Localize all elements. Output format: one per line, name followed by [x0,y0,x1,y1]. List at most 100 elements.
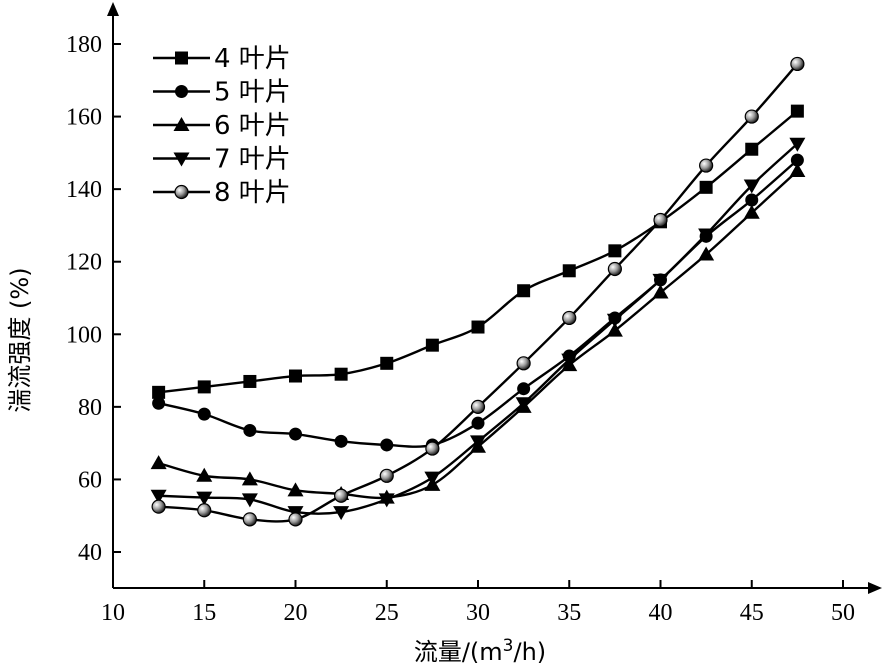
data-point [242,512,257,527]
series-5 [151,56,805,527]
legend-item: 6 叶片 [153,111,291,141]
legend-item: 7 叶片 [153,145,291,175]
x-tick-label: 25 [375,600,399,626]
data-point [196,467,213,482]
data-point [789,163,806,177]
data-point [333,506,350,521]
data-point [379,468,394,483]
y-tick-label: 160 [66,105,102,131]
data-point [653,212,668,228]
data-point [425,338,439,352]
data-point [151,499,166,514]
data-point [424,471,441,486]
legend-marker-icon [175,51,188,65]
data-point [380,356,394,370]
data-point [743,179,760,194]
legend-label: 6 叶片 [214,111,291,141]
x-ticks: 10 15 20 25 30 35 40 45 50 [101,580,855,626]
legend-item: 4 叶片 [153,44,291,74]
data-point [152,396,166,410]
y-tick-label: 40 [78,540,102,566]
data-point [515,397,532,412]
data-point [745,142,759,156]
y-tick-label: 60 [78,467,102,493]
data-point [471,320,485,334]
data-point [698,228,715,243]
data-point [243,423,257,437]
legend-label: 7 叶片 [214,145,291,175]
data-point [289,369,302,383]
y-tick-label: 100 [66,322,102,348]
x-tick-label: 15 [192,600,216,626]
y-tick-label: 80 [78,395,102,421]
data-point [287,482,304,497]
data-point [790,104,804,118]
data-point [562,264,576,278]
data-point [196,491,213,506]
data-point [425,441,440,456]
legend-marker-icon [175,85,188,98]
data-point [607,261,622,277]
series-4 [150,137,806,521]
x-tick-label: 20 [284,600,308,626]
data-point [652,284,669,299]
x-tick-label: 45 [740,600,764,626]
data-point [606,322,623,337]
legend-marker-icon [173,152,190,167]
x-tick-label: 50 [831,600,855,626]
data-point [743,204,760,219]
data-point [243,374,257,388]
legend-label: 8 叶片 [214,178,291,208]
data-point [517,382,531,396]
y-tick-label: 120 [66,250,102,276]
legend-marker-icon [173,117,190,131]
y-tick-label: 140 [66,177,102,203]
data-point [698,246,715,261]
data-point [470,435,486,450]
data-point [289,427,302,441]
series-1 [152,104,804,399]
data-point [699,158,714,173]
x-tick-label: 40 [649,600,673,626]
data-point [606,313,623,328]
legend-item: 8 叶片 [153,178,291,208]
x-tick-label: 10 [101,600,125,626]
legend: 4 叶片 5 叶片6 叶片 7 叶片8 叶片 [153,44,291,208]
data-point [790,153,804,167]
series-line [158,63,799,523]
data-point [378,493,395,508]
data-point [744,109,759,124]
y-ticks: 40 60 80 100 120 140 160 180 [66,32,121,566]
data-point [470,399,486,414]
data-point [197,407,211,421]
data-point [288,512,303,527]
legend-marker-icon [174,184,189,200]
data-point [608,244,622,258]
data-point [334,367,348,381]
data-point [152,385,166,399]
data-point [197,380,211,394]
data-point [790,56,805,72]
legend-item: 5 叶片 [153,78,291,108]
data-point [699,180,713,194]
y-tick-label: 180 [66,32,102,58]
data-point [471,416,485,430]
data-point [334,434,348,448]
data-point [380,438,394,452]
data-point [745,193,759,207]
y-axis-arrow-icon [107,2,119,16]
data-point [334,488,349,503]
data-point [150,489,167,504]
x-tick-label: 35 [557,600,581,626]
x-axis-title-text: 流量/(m3/h) [414,636,546,666]
legend-label: 5 叶片 [214,78,291,108]
x-axis-title: 流量/(m3/h) [414,636,546,666]
data-point [150,455,167,470]
data-point [197,503,212,518]
data-point [652,273,669,288]
y-axis-title: 湍流强度 (%) [6,267,34,412]
axes [107,2,882,594]
data-point [562,310,577,326]
data-point [241,493,258,508]
